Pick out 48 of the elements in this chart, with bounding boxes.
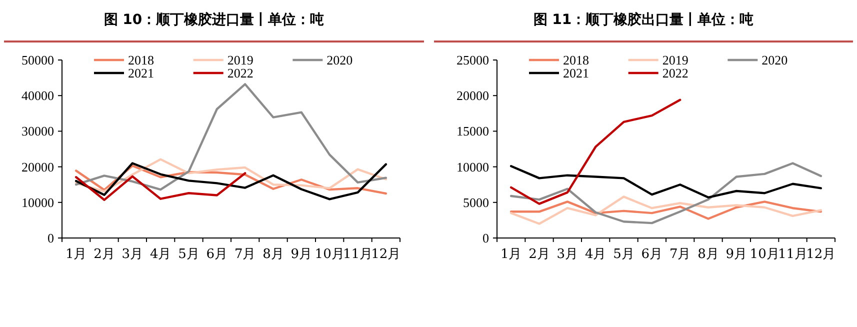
legend-label: 2021 (563, 66, 589, 80)
legend-label: 2019 (227, 52, 254, 68)
x-tick-label: 11月 (778, 247, 808, 262)
x-tick-label: 6月 (641, 247, 663, 262)
chart-title: 图 10：顺丁橡胶进口量丨单位：吨 (104, 11, 324, 28)
x-tick-label: 8月 (698, 247, 719, 262)
x-tick-label: 9月 (726, 247, 748, 262)
x-tick-label: 11月 (342, 247, 373, 262)
y-tick-label: 15000 (456, 124, 489, 139)
legend-label: 2019 (662, 52, 688, 68)
legend-label: 2021 (128, 66, 154, 80)
legend-label: 2018 (563, 52, 589, 68)
x-tick-label: 1月 (65, 247, 87, 262)
x-tick-label: 1月 (500, 247, 522, 262)
y-tick-label: 5000 (463, 194, 489, 210)
y-tick-label: 10000 (456, 159, 489, 174)
legend-label: 2020 (762, 52, 788, 68)
y-tick-label: 50000 (22, 52, 54, 68)
legend-label: 2020 (326, 52, 353, 68)
x-tick-label: 5月 (613, 247, 634, 262)
x-tick-label: 2月 (528, 247, 550, 262)
y-tick-label: 0 (482, 230, 489, 246)
legend-label: 2022 (662, 66, 688, 80)
x-tick-label: 10月 (314, 247, 344, 262)
y-tick-label: 25000 (456, 52, 489, 68)
x-tick-label: 5月 (178, 247, 200, 262)
x-tick-label: 12月 (806, 247, 836, 262)
x-tick-label: 6月 (206, 247, 228, 262)
x-tick-label: 3月 (122, 247, 144, 262)
chart-title: 图 11：顺丁橡胶出口量丨单位：吨 (533, 11, 754, 28)
x-tick-label: 2月 (94, 247, 115, 262)
y-tick-label: 30000 (22, 124, 54, 139)
x-tick-label: 3月 (556, 247, 578, 262)
y-tick-label: 0 (48, 230, 54, 246)
y-tick-label: 20000 (22, 159, 54, 174)
x-tick-label: 12月 (371, 247, 401, 262)
x-tick-label: 4月 (584, 247, 606, 262)
y-tick-label: 10000 (22, 194, 54, 210)
y-tick-label: 20000 (456, 88, 489, 104)
x-tick-label: 9月 (290, 247, 312, 262)
x-tick-label: 8月 (262, 247, 284, 262)
x-tick-label: 7月 (669, 247, 691, 262)
y-tick-label: 40000 (22, 88, 54, 104)
legend-label: 2018 (128, 52, 154, 68)
x-tick-label: 4月 (150, 247, 172, 262)
legend-label: 2022 (227, 66, 254, 80)
x-tick-label: 7月 (234, 247, 256, 262)
x-tick-label: 10月 (750, 247, 780, 262)
